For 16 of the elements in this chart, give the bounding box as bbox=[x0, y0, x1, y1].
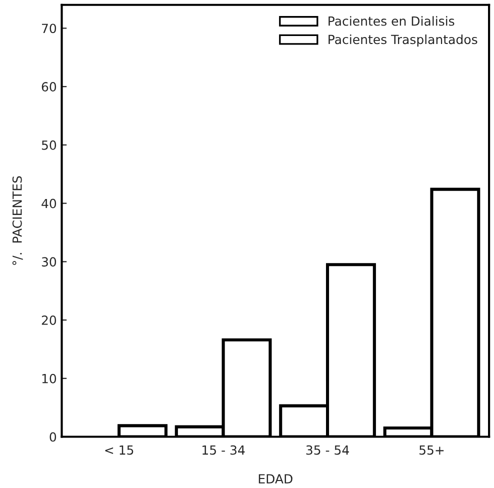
x-tick-label: < 15 bbox=[105, 445, 134, 455]
y-tick-label: 10 bbox=[42, 374, 56, 384]
y-tick-label: 50 bbox=[42, 140, 56, 150]
legend-label: Pacientes Trasplantados bbox=[328, 34, 478, 47]
legend-label: Pacientes en Dialisis bbox=[328, 16, 454, 26]
y-tick-label: 60 bbox=[42, 82, 56, 92]
x-tick-label: 35 - 54 bbox=[306, 445, 349, 455]
y-tick-label: 20 bbox=[42, 316, 56, 325]
y-tick-label: 0 bbox=[50, 432, 56, 442]
x-tick-label: 55+ bbox=[420, 445, 444, 455]
y-tick-label: 70 bbox=[42, 24, 56, 34]
y-tick-label: 40 bbox=[42, 198, 56, 208]
x-tick-label: 15 - 34 bbox=[202, 445, 245, 455]
y-axis-title: °/. PACIENTES bbox=[12, 176, 23, 265]
x-axis-title: EDAD bbox=[258, 474, 292, 484]
y-tick-label: 30 bbox=[42, 257, 56, 267]
